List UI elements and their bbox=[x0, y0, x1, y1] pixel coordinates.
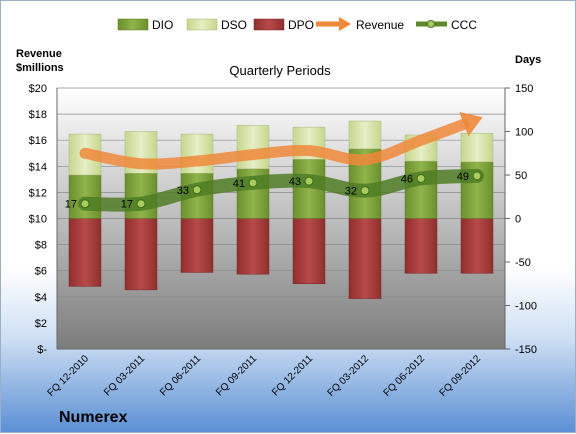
bar-dso bbox=[460, 132, 494, 163]
ccc-point bbox=[80, 199, 90, 209]
right-tick-label: -100 bbox=[515, 301, 537, 313]
bar-dpo bbox=[348, 218, 382, 299]
legend-item-dso: DSO bbox=[186, 18, 247, 32]
legend-label-dpo: DPO bbox=[288, 18, 314, 32]
left-axis-label-line1: Revenue bbox=[16, 48, 62, 60]
x-tick-label: FQ 09-2011 bbox=[214, 353, 259, 398]
left-tick-label: $4 bbox=[35, 292, 47, 304]
right-tick-label: -50 bbox=[515, 257, 531, 269]
legend-label-ccc: CCC bbox=[451, 18, 477, 32]
right-tick-label: -150 bbox=[515, 344, 537, 356]
legend-item-dpo: DPO bbox=[253, 18, 314, 32]
bar-dpo bbox=[404, 218, 438, 274]
company-name: Numerex bbox=[59, 409, 128, 426]
bar-dso bbox=[348, 120, 382, 150]
lines bbox=[78, 112, 484, 212]
x-tick-label: FQ 12-2011 bbox=[270, 353, 315, 398]
ccc-point bbox=[248, 178, 258, 188]
legend-swatch-dso bbox=[186, 18, 218, 31]
x-tick-label: FQ 06-2011 bbox=[158, 353, 203, 398]
x-tick-label: FQ 06-2012 bbox=[382, 353, 428, 399]
left-tick-label: $2 bbox=[35, 318, 47, 330]
legend-arrow-revenue bbox=[339, 17, 351, 31]
right-tick-label: 0 bbox=[515, 214, 521, 226]
legend-marker-ccc bbox=[427, 20, 435, 28]
x-tick-label: FQ 12-2010 bbox=[46, 353, 92, 399]
left-axis: $20 $18 $16 $14 $12 $10 $8 $6 $4 $2 $- bbox=[29, 83, 58, 356]
right-tick-label: 100 bbox=[515, 127, 533, 139]
legend-swatch-dpo bbox=[253, 18, 285, 31]
legend-item-dio: DIO bbox=[117, 18, 173, 32]
legend-item-ccc: CCC bbox=[416, 18, 477, 32]
x-tick-label: FQ 09-2012 bbox=[438, 353, 484, 399]
ccc-data-label: 17 bbox=[121, 199, 133, 211]
ccc-point bbox=[472, 171, 482, 181]
ccc-point bbox=[416, 173, 426, 183]
legend-label-dso: DSO bbox=[221, 18, 247, 32]
left-tick-label: $16 bbox=[29, 135, 47, 147]
right-axis-label: Days bbox=[515, 54, 541, 66]
left-tick-label: $20 bbox=[29, 83, 47, 95]
ccc-data-label: 33 bbox=[177, 185, 189, 197]
left-tick-label: $8 bbox=[35, 240, 47, 252]
bar-dpo bbox=[68, 218, 102, 287]
ccc-data-label: 32 bbox=[345, 186, 357, 198]
left-tick-label: $- bbox=[37, 344, 47, 356]
right-axis: 150 100 50 0 -50 -100 -150 bbox=[504, 83, 537, 356]
revenue-line bbox=[79, 118, 470, 170]
left-axis-label-line2: $millions bbox=[16, 62, 64, 74]
x-tick-label: FQ 03-2012 bbox=[326, 353, 372, 399]
left-tick-label: $6 bbox=[35, 266, 47, 278]
left-tick-label: $18 bbox=[29, 109, 47, 121]
ccc-point bbox=[304, 176, 314, 186]
bar-dpo bbox=[292, 218, 326, 284]
left-tick-label: $10 bbox=[29, 214, 47, 226]
x-tick-label: FQ 03-2011 bbox=[102, 353, 147, 398]
ccc-point bbox=[136, 199, 146, 209]
ccc-point bbox=[192, 185, 202, 195]
bar-dso bbox=[236, 125, 270, 170]
left-tick-label: $12 bbox=[29, 187, 47, 199]
bar-dpo bbox=[180, 218, 214, 273]
bar-dpo bbox=[236, 218, 270, 275]
ccc-data-label: 43 bbox=[289, 176, 301, 188]
right-tick-label: 50 bbox=[515, 170, 527, 182]
ccc-data-label: 17 bbox=[65, 199, 77, 211]
legend-item-revenue: Revenue bbox=[316, 17, 404, 32]
ccc-data-label: 41 bbox=[233, 178, 245, 190]
chart-title: Quarterly Periods bbox=[229, 63, 331, 78]
revenue-arrowhead bbox=[459, 112, 483, 137]
bar-dpo bbox=[124, 218, 158, 291]
legend-label-dio: DIO bbox=[152, 18, 173, 32]
left-tick-label: $14 bbox=[29, 161, 47, 173]
ccc-labels: 17 17 33 41 43 32 46 49 bbox=[65, 171, 469, 211]
ccc-point bbox=[360, 186, 370, 196]
right-tick-label: 150 bbox=[515, 83, 533, 95]
ccc-data-label: 46 bbox=[401, 173, 413, 185]
legend-label-revenue: Revenue bbox=[356, 18, 404, 32]
legend-swatch-dio bbox=[117, 18, 149, 31]
bar-dio bbox=[404, 160, 438, 219]
ccc-data-label: 49 bbox=[457, 171, 469, 183]
ccc-line bbox=[78, 168, 484, 212]
x-axis: FQ 12-2010 FQ 03-2011 FQ 06-2011 FQ 09-2011… bbox=[46, 348, 505, 399]
bar-dpo bbox=[460, 218, 494, 274]
legend: DIO DSO DPO Revenue CCC bbox=[117, 17, 477, 32]
